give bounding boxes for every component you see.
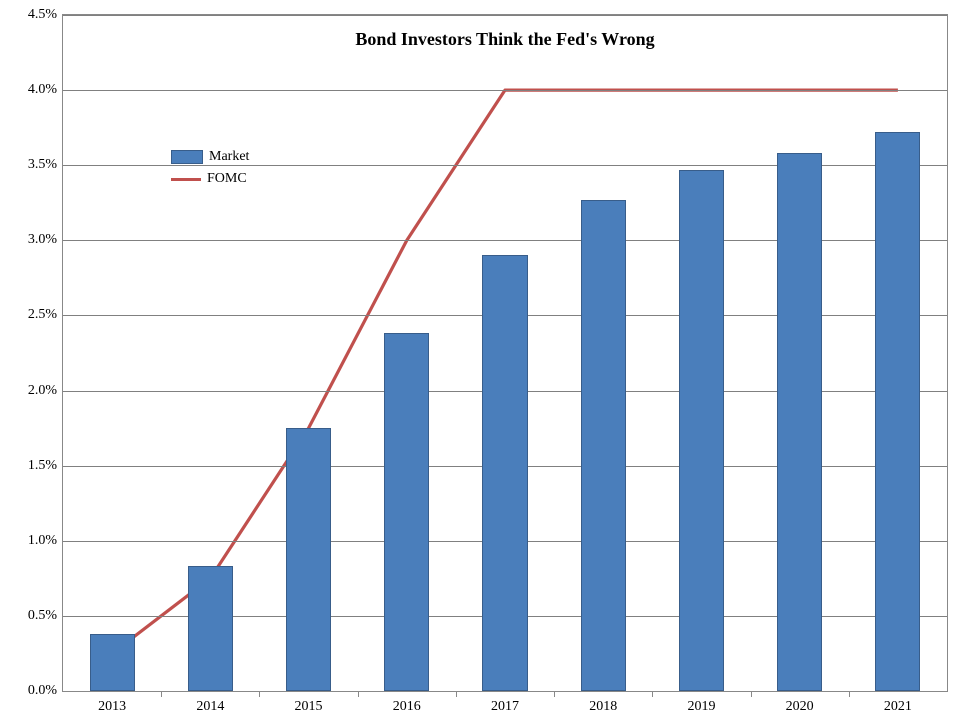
y-tick-label: 0.5% [28, 608, 63, 624]
gridline [63, 90, 947, 91]
y-tick-label: 1.0% [28, 533, 63, 549]
legend-swatch-bar [171, 150, 203, 164]
y-tick-label: 2.5% [28, 307, 63, 323]
x-tick [652, 691, 653, 697]
market-bar [581, 200, 626, 691]
x-tick [751, 691, 752, 697]
x-tick [849, 691, 850, 697]
x-tick-label: 2013 [98, 699, 126, 715]
x-tick [456, 691, 457, 697]
x-tick-label: 2019 [687, 699, 715, 715]
market-bar [777, 153, 822, 691]
legend-label: FOMC [207, 171, 247, 187]
x-tick-label: 2014 [196, 699, 224, 715]
x-tick-label: 2015 [295, 699, 323, 715]
market-bar [286, 428, 331, 691]
gridline [63, 15, 947, 16]
y-tick-label: 3.0% [28, 232, 63, 248]
x-tick-label: 2017 [491, 699, 519, 715]
x-tick [259, 691, 260, 697]
plot-area: Bond Investors Think the Fed's Wrong Mar… [62, 14, 948, 692]
legend-item: FOMC [171, 168, 249, 190]
y-tick-label: 0.0% [28, 683, 63, 699]
y-tick-label: 2.0% [28, 383, 63, 399]
market-bar [679, 170, 724, 691]
market-bar [188, 566, 233, 691]
x-tick-label: 2021 [884, 699, 912, 715]
market-bar [482, 255, 527, 691]
market-bar [90, 634, 135, 691]
market-bar [384, 333, 429, 691]
legend: Market FOMC [171, 146, 249, 190]
x-tick [358, 691, 359, 697]
x-tick [161, 691, 162, 697]
x-tick-label: 2018 [589, 699, 617, 715]
x-tick-label: 2020 [786, 699, 814, 715]
legend-label: Market [209, 149, 249, 165]
x-tick-label: 2016 [393, 699, 421, 715]
y-tick-label: 3.5% [28, 157, 63, 173]
y-tick-label: 4.5% [28, 7, 63, 23]
chart-container: Bond Investors Think the Fed's Wrong Mar… [0, 0, 960, 720]
market-bar [875, 132, 920, 691]
y-tick-label: 1.5% [28, 458, 63, 474]
legend-swatch-line [171, 178, 201, 181]
x-tick [554, 691, 555, 697]
y-tick-label: 4.0% [28, 82, 63, 98]
